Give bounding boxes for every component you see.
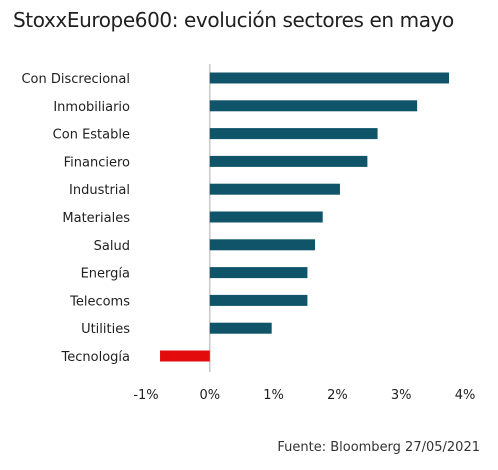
x-tick-label: -1% — [133, 388, 158, 403]
x-tick-label: 0% — [199, 388, 220, 403]
bar-materiales — [209, 211, 323, 223]
x-tick-label: 2% — [327, 388, 348, 403]
category-labels-layer: Con Discrecional Inmobiliario Con Estable F… — [21, 72, 130, 365]
category-label: Financiero — [64, 155, 130, 170]
category-label: Energía — [81, 267, 130, 282]
category-label: Tecnología — [61, 350, 130, 365]
bar-con-estable — [209, 128, 378, 140]
source-note: Fuente: Bloomberg 27/05/2021 — [277, 440, 480, 455]
x-tick-label: 4% — [455, 388, 476, 403]
x-tick-label: 3% — [391, 388, 412, 403]
bar-utilities — [209, 322, 272, 334]
category-label: Utilities — [81, 322, 130, 337]
bar-telecoms — [209, 294, 308, 306]
category-label: Telecoms — [69, 294, 130, 309]
category-label: Con Discrecional — [21, 72, 130, 87]
bar-tecnolog-a — [160, 350, 210, 362]
bar-financiero — [209, 155, 368, 167]
category-label: Con Estable — [53, 128, 130, 143]
chart-title: StoxxEurope600: evolución sectores en ma… — [13, 8, 454, 32]
bar-con-discrecional — [209, 72, 450, 84]
bar-energ-a — [209, 267, 308, 279]
bar-industrial — [209, 183, 340, 195]
bars-layer — [160, 72, 450, 362]
category-label: Salud — [94, 239, 130, 254]
x-tick-label: 1% — [263, 388, 284, 403]
category-label: Inmobiliario — [53, 100, 130, 115]
category-label: Industrial — [69, 183, 130, 198]
category-label: Materiales — [62, 211, 130, 226]
x-tick-labels-layer: -1% 0% 1% 2% 3% 4% — [133, 388, 475, 403]
bar-salud — [209, 239, 316, 251]
bar-inmobiliario — [209, 100, 418, 112]
